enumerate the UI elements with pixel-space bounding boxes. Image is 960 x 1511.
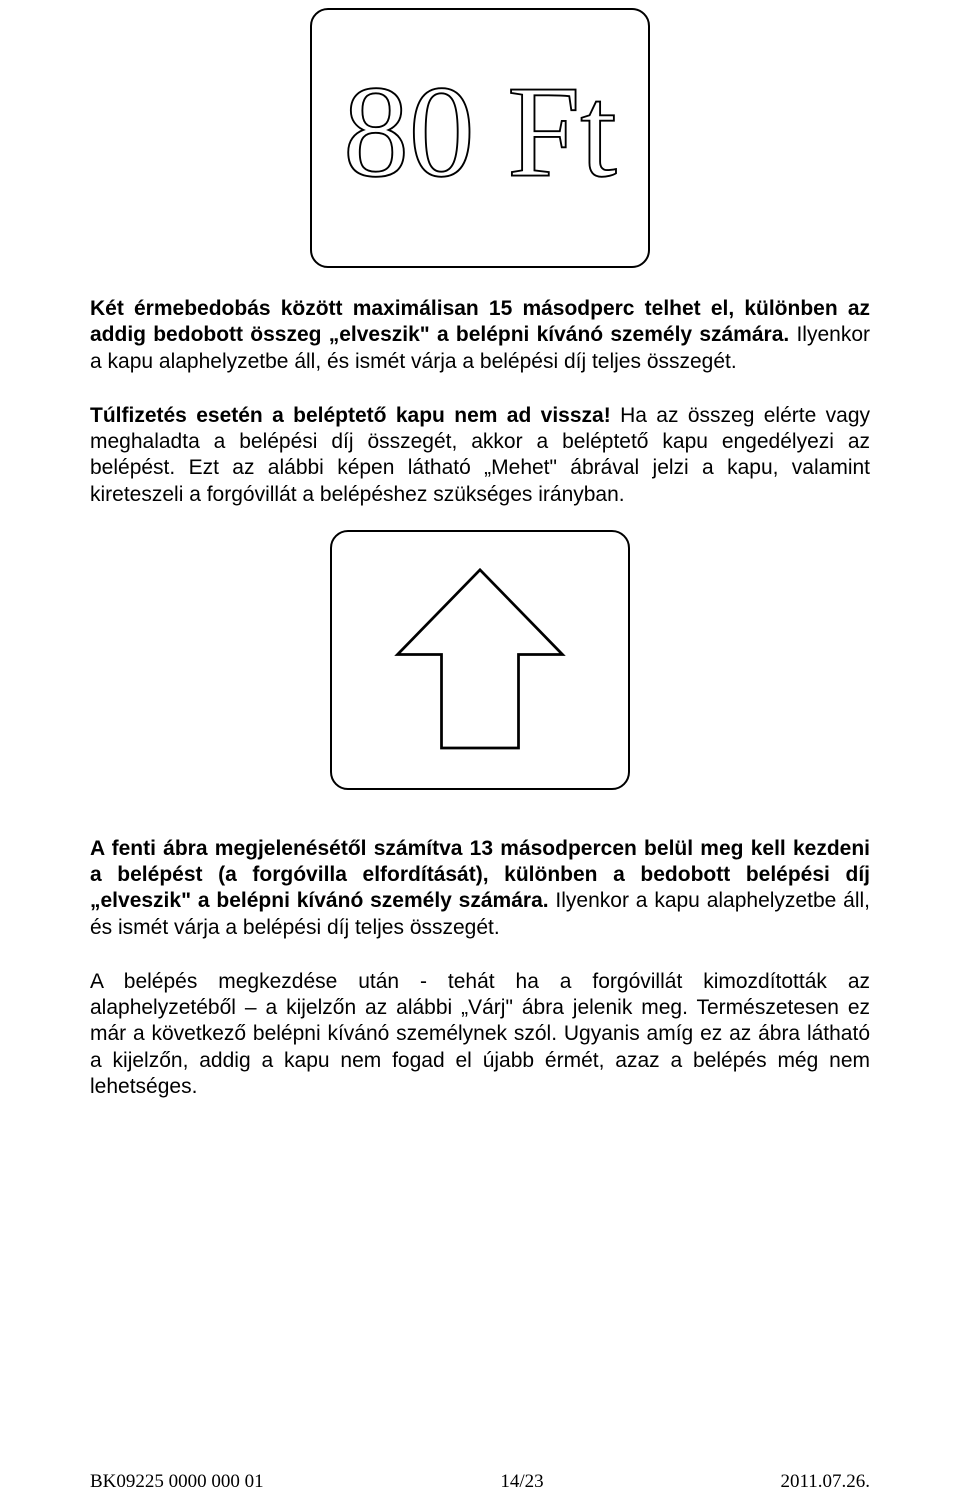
figure-80ft-svg: 80 Ft: [330, 38, 630, 238]
footer-left: BK09225 0000 000 01: [90, 1471, 264, 1493]
footer-center: 14/23: [500, 1471, 543, 1493]
footer-right: 2011.07.26.: [780, 1471, 870, 1493]
paragraph-4-text: A belépés megkezdése után - tehát ha a f…: [90, 970, 870, 1098]
document-page: 80 Ft Két érmebedobás között maximálisan…: [0, 8, 960, 1511]
paragraph-2: Túlfizetés esetén a beléptető kapu nem a…: [90, 403, 870, 508]
paragraph-2-bold: Túlfizetés esetén a beléptető kapu nem a…: [90, 404, 611, 427]
paragraph-1: Két érmebedobás között maximálisan 15 má…: [90, 296, 870, 375]
paragraph-4: A belépés megkezdése után - tehát ha a f…: [90, 969, 870, 1100]
paragraph-3: A fenti ábra megjelenésétől számítva 13 …: [90, 836, 870, 941]
page-footer: BK09225 0000 000 01 14/23 2011.07.26.: [90, 1471, 870, 1493]
figure-80ft-text: 80 Ft: [343, 60, 617, 205]
figure-arrow-box: [330, 530, 630, 790]
up-arrow-shape: [398, 570, 563, 748]
up-arrow-icon: [370, 550, 590, 770]
paragraph-1-bold: Két érmebedobás között maximálisan 15 má…: [90, 297, 870, 346]
figure-80ft-box: 80 Ft: [310, 8, 650, 268]
